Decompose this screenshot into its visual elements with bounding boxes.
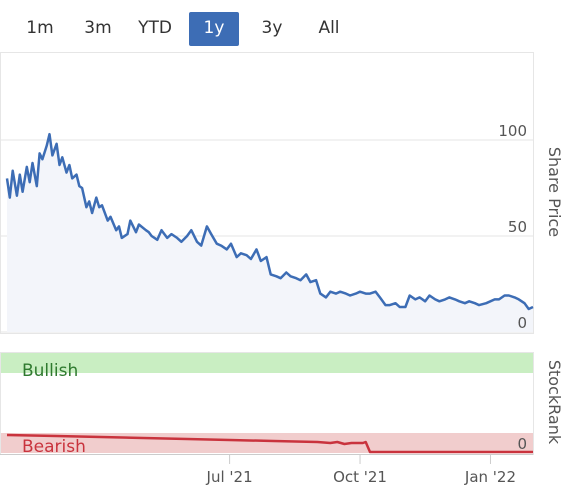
stockrank-tick-labels: 0 bbox=[517, 435, 527, 453]
price-tick-label: 50 bbox=[508, 218, 527, 236]
bullish-label: Bullish bbox=[22, 361, 78, 381]
price-line bbox=[5, 132, 534, 311]
range-button-3y[interactable]: 3y bbox=[261, 18, 283, 38]
price-area-fill bbox=[7, 134, 533, 332]
stockrank-axis-title: StockRank bbox=[545, 360, 564, 445]
range-button-all[interactable]: All bbox=[318, 18, 340, 38]
range-button-1m[interactable]: 1m bbox=[26, 18, 54, 38]
price-tick-label: 0 bbox=[517, 314, 527, 332]
stockrank-tick-label: 0 bbox=[517, 435, 527, 453]
bearish-label: Bearish bbox=[22, 437, 86, 457]
range-button-1y[interactable]: 1y bbox=[189, 12, 239, 46]
price-tick-label: 100 bbox=[498, 122, 527, 140]
x-tick-label: Jul '21 bbox=[206, 468, 253, 486]
x-axis: Jul '21 Oct '21 Jan '22 bbox=[0, 454, 533, 486]
stockrank-line bbox=[6, 433, 533, 454]
x-tick-label: Oct '21 bbox=[333, 468, 387, 486]
price-panel-border bbox=[0, 52, 534, 334]
range-button-ytd[interactable]: YTD bbox=[138, 18, 172, 38]
bullish-band bbox=[1, 353, 533, 373]
price-axis-title: Share Price bbox=[545, 147, 564, 237]
price-tick-labels: 0 50 100 bbox=[498, 122, 527, 332]
range-button-3m[interactable]: 3m bbox=[84, 18, 112, 38]
range-selector: 1m 3m YTD 1y 3y All bbox=[0, 0, 572, 52]
x-tick-label: Jan '22 bbox=[464, 468, 516, 486]
